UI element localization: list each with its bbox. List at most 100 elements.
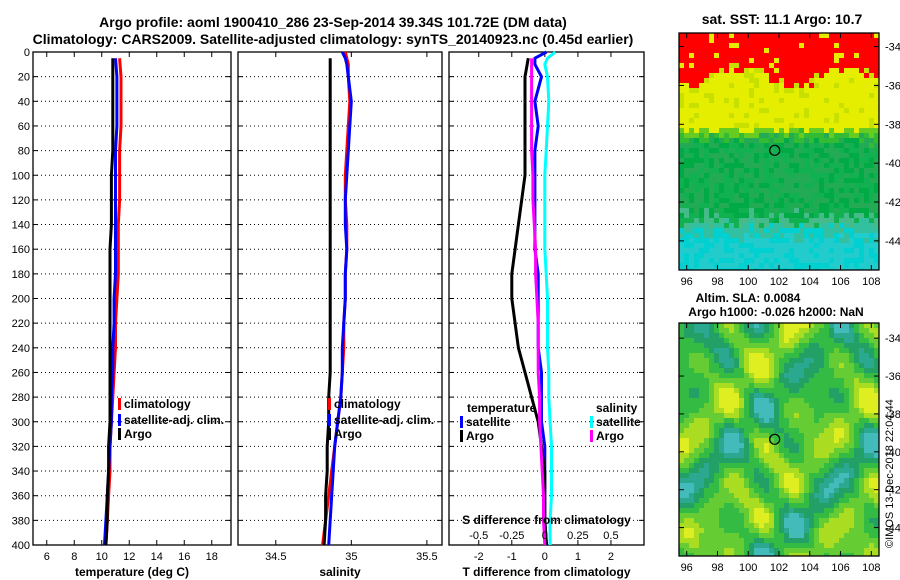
map-cell <box>844 138 849 143</box>
map-cell <box>789 498 794 503</box>
map-cell <box>724 198 729 203</box>
map-cell <box>739 408 744 413</box>
map-cell <box>829 33 834 38</box>
map-cell <box>774 453 779 458</box>
map-cell <box>754 178 759 183</box>
map-cell <box>709 158 714 163</box>
map-cell <box>749 368 754 373</box>
map-cell <box>839 403 844 408</box>
map-cell <box>789 73 794 78</box>
map-cell <box>774 538 779 543</box>
map-cell <box>709 333 714 338</box>
map-cell <box>874 213 879 218</box>
map-cell <box>829 518 834 523</box>
map-cell <box>799 378 804 383</box>
map-cell <box>759 138 764 143</box>
map-cell <box>799 108 804 113</box>
map-cell <box>704 128 709 133</box>
map-cell <box>764 503 769 508</box>
map-cell <box>854 238 859 243</box>
map-cell <box>694 518 699 523</box>
map-cell <box>779 473 784 478</box>
map-cell <box>749 503 754 508</box>
map-cell <box>754 373 759 378</box>
map-cell <box>874 408 879 413</box>
map-cell <box>829 453 834 458</box>
map-cell <box>784 358 789 363</box>
map-cell <box>874 548 879 553</box>
map-cell <box>759 398 764 403</box>
map-cell <box>819 543 824 548</box>
map-cell <box>849 163 854 168</box>
map-cell <box>854 333 859 338</box>
map-y-tick-label: -38 <box>885 409 900 421</box>
map-cell <box>709 368 714 373</box>
map-cell <box>794 223 799 228</box>
map-cell <box>794 328 799 333</box>
map-cell <box>839 528 844 533</box>
map-cell <box>684 468 689 473</box>
map-cell <box>754 408 759 413</box>
map-cell <box>759 343 764 348</box>
map-cell <box>749 208 754 213</box>
map-cell <box>714 168 719 173</box>
map-cell <box>724 63 729 68</box>
map-cell <box>829 428 834 433</box>
map-cell <box>694 83 699 88</box>
map-cell <box>834 238 839 243</box>
map-cell <box>764 413 769 418</box>
map-cell <box>714 453 719 458</box>
map-cell <box>779 83 784 88</box>
map-cell <box>709 418 714 423</box>
map-cell <box>769 373 774 378</box>
map-x-tick-label: 108 <box>862 562 880 574</box>
map-cell <box>709 78 714 83</box>
map-cell <box>814 123 819 128</box>
map-cell <box>709 63 714 68</box>
map-cell <box>699 518 704 523</box>
map-cell <box>689 423 694 428</box>
map-cell <box>834 388 839 393</box>
map-cell <box>784 213 789 218</box>
map-cell <box>769 378 774 383</box>
map-cell <box>754 528 759 533</box>
map-cell <box>874 68 879 73</box>
map-cell <box>749 198 754 203</box>
map-cell <box>869 38 874 43</box>
map-cell <box>714 493 719 498</box>
map-cell <box>774 328 779 333</box>
map-cell <box>784 228 789 233</box>
map-cell <box>874 388 879 393</box>
map-cell <box>849 368 854 373</box>
map-cell <box>764 483 769 488</box>
map-cell <box>709 553 714 556</box>
map-cell <box>779 228 784 233</box>
map-cell <box>824 213 829 218</box>
map-cell <box>774 493 779 498</box>
map-cell <box>849 188 854 193</box>
map-cell <box>869 363 874 368</box>
map-cell <box>679 348 684 353</box>
map-cell <box>724 483 729 488</box>
map-cell <box>734 533 739 538</box>
map-cell <box>759 523 764 528</box>
map-cell <box>834 118 839 123</box>
legend-label: Argo <box>124 427 152 441</box>
sla-map-title: Altim. SLA: 0.0084 <box>696 291 801 305</box>
map-cell <box>709 258 714 263</box>
map-cell <box>754 343 759 348</box>
map-cell <box>679 98 684 103</box>
map-cell <box>679 263 684 268</box>
map-cell <box>699 163 704 168</box>
x-tick-label: 0 <box>542 551 548 563</box>
map-cell <box>799 478 804 483</box>
map-cell <box>859 258 864 263</box>
map-cell <box>734 233 739 238</box>
map-cell <box>829 73 834 78</box>
map-cell <box>724 453 729 458</box>
map-cell <box>829 553 834 556</box>
map-cell <box>814 218 819 223</box>
map-cell <box>754 153 759 158</box>
map-cell <box>804 213 809 218</box>
map-cell <box>699 38 704 43</box>
